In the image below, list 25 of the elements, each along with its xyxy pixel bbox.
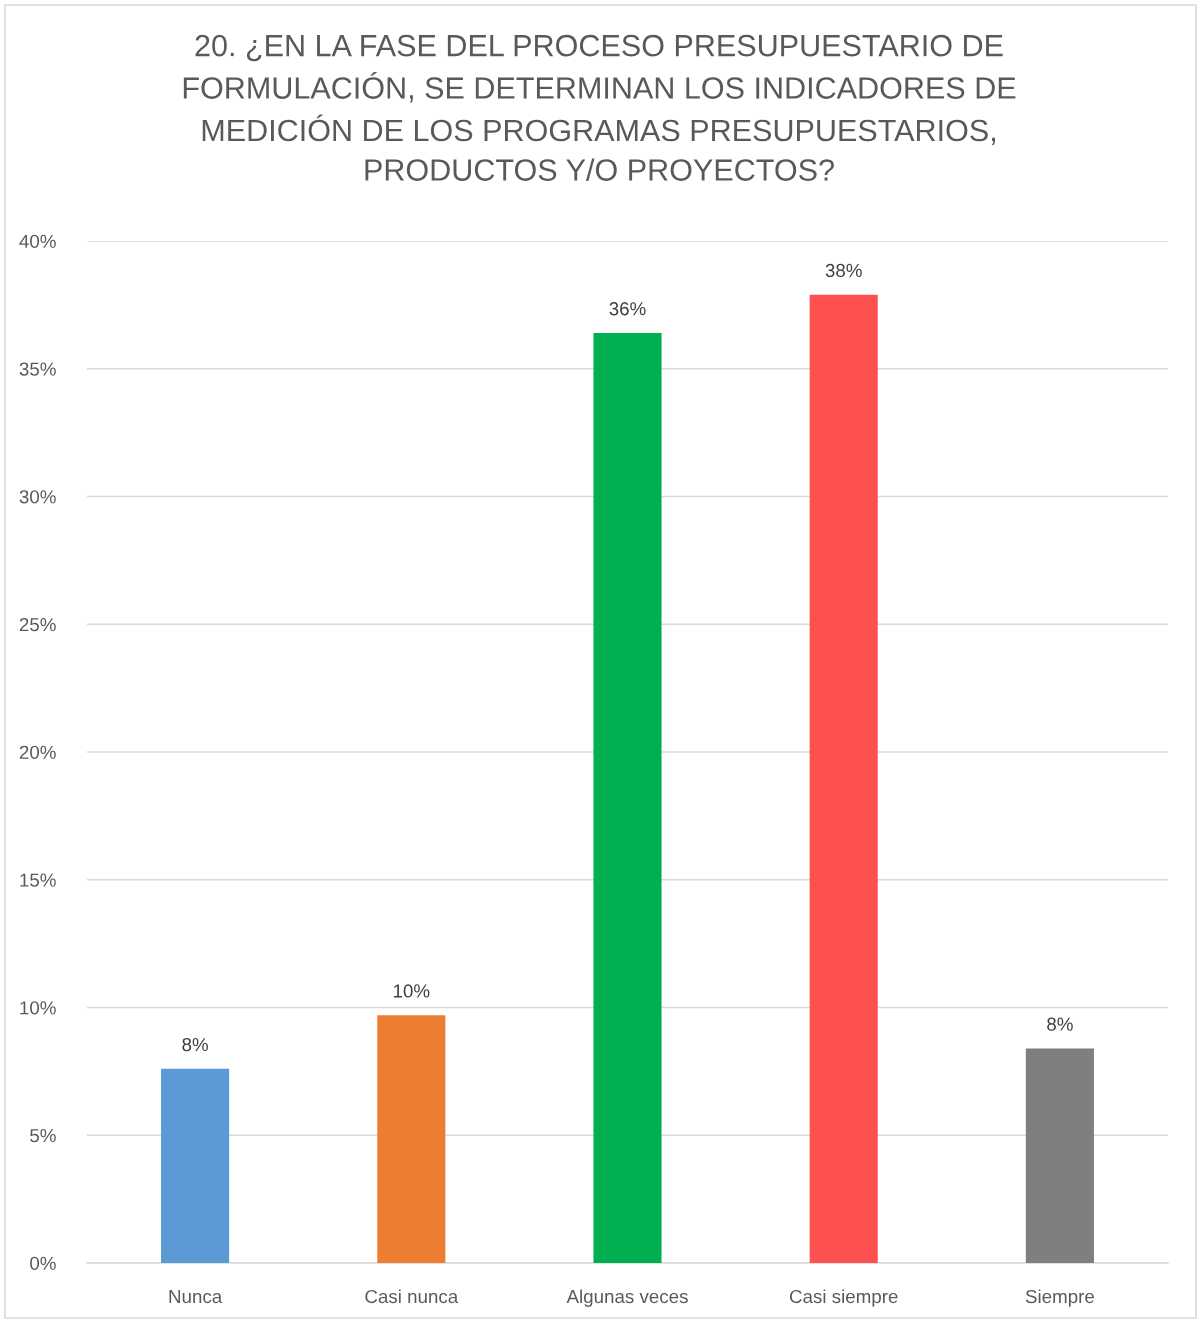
chart-title: 20. ¿EN LA FASE DEL PROCESO PRESUPUESTARIO DE FORMULACIÓN, SE DETERMINAN LOS INDICADORES DE MEDICIÓN DE LOS PROGRAMAS PRESUPUESTARIOS, PRODUCTOS Y/O PROYECTOS? bbox=[183, 34, 1016, 181]
data-label: 10% bbox=[393, 984, 430, 998]
x-tick-label: Algunas veces bbox=[566, 1289, 688, 1307]
y-tick-label: 30% bbox=[19, 490, 56, 504]
data-label: 8% bbox=[182, 1037, 208, 1052]
x-tick-label: Siempre bbox=[1025, 1289, 1094, 1307]
y-tick-label: 35% bbox=[19, 362, 56, 376]
bar bbox=[161, 1068, 230, 1263]
y-tick-label: 40% bbox=[19, 234, 56, 248]
y-tick-label: 20% bbox=[19, 745, 56, 759]
y-tick-label: 0% bbox=[30, 1256, 56, 1270]
bar bbox=[377, 1015, 446, 1263]
bar bbox=[593, 332, 662, 1263]
bar bbox=[1025, 1048, 1094, 1263]
x-tick-label: Casi siempre bbox=[789, 1289, 898, 1307]
x-tick-label: Casi nunca bbox=[365, 1289, 459, 1304]
x-tick-label: Nunca bbox=[169, 1290, 223, 1304]
data-label: 36% bbox=[609, 302, 646, 316]
data-label: 8% bbox=[1047, 1017, 1073, 1031]
y-tick-label: 10% bbox=[20, 1001, 56, 1015]
y-tick-label: 5% bbox=[30, 1129, 56, 1143]
y-tick-label: 15% bbox=[20, 873, 56, 887]
data-label: 38% bbox=[825, 263, 862, 278]
bar bbox=[809, 294, 878, 1263]
y-tick-label: 25% bbox=[19, 617, 56, 632]
